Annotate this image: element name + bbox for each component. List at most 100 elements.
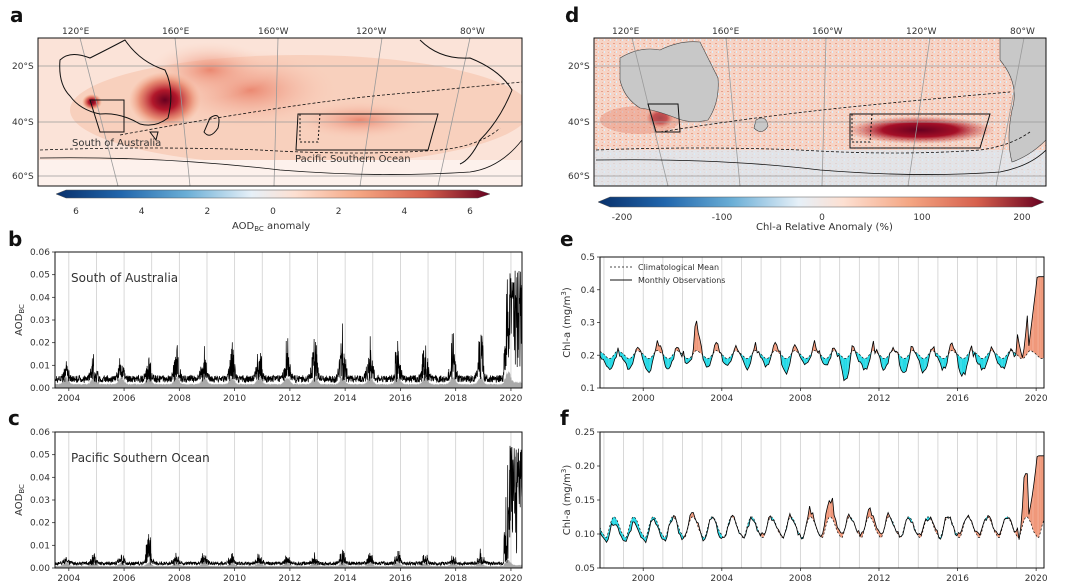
negative-anomaly-fill (842, 356, 844, 381)
positive-anomaly-fill (1024, 473, 1026, 521)
negative-anomaly-fill (662, 534, 664, 540)
x-tick-label: 2000 (632, 394, 655, 404)
negative-anomaly-fill (927, 517, 930, 522)
negative-anomaly-fill (601, 352, 604, 360)
negative-anomaly-fill (632, 517, 635, 523)
colorbar-d: -200 -100 0 100 200 Chl-a Relative Anomaly (… (597, 196, 1045, 233)
y-tick-label: 0.1 (581, 384, 595, 394)
colorbar-tick-label: 6 (467, 207, 473, 217)
colorbar-tick-label: 0 (819, 213, 825, 223)
y-tick-label: 0.01 (30, 361, 50, 371)
negative-anomaly-fill (645, 356, 648, 371)
x-tick-label: 2004 (57, 394, 80, 404)
negative-anomaly-fill (629, 520, 632, 533)
y-tick-label: 0.02 (30, 339, 50, 349)
colorbar-tick-label: 200 (1013, 213, 1030, 223)
negative-anomaly-fill (911, 519, 913, 523)
positive-anomaly-fill (690, 512, 692, 521)
positive-anomaly-fill (1035, 277, 1038, 356)
panel-letter-a: a (10, 3, 24, 27)
positive-anomaly-fill (696, 320, 699, 352)
colorbar-tick-label: -100 (712, 213, 733, 223)
positive-anomaly-fill (1033, 470, 1036, 534)
x-tick-label: 2000 (632, 574, 655, 584)
negative-anomaly-fill (901, 532, 903, 538)
negative-anomaly-fill (899, 355, 902, 371)
negative-anomaly-fill (788, 355, 790, 370)
positive-anomaly-fill (1030, 318, 1033, 352)
positive-anomaly-fill (996, 531, 998, 538)
positive-anomaly-fill (839, 529, 841, 538)
positive-anomaly-fill (1032, 484, 1034, 532)
negative-anomaly-fill (1001, 358, 1003, 368)
y-tick-label: 0.06 (30, 248, 50, 258)
negative-anomaly-fill (843, 358, 846, 381)
positive-anomaly-fill (1042, 455, 1044, 526)
negative-anomaly-fill (670, 355, 673, 367)
x-tick-label: 2012 (278, 394, 301, 404)
positive-anomaly-fill (852, 345, 854, 352)
negative-anomaly-fill (603, 353, 605, 363)
plot-f: 0.05 0.10 0.15 0.20 0.25 2000 2004 2008 2012 2016… (560, 428, 1048, 584)
negative-anomaly-fill (748, 355, 751, 367)
negative-anomaly-fill (688, 357, 691, 363)
y-tick-label: 0.15 (575, 496, 595, 506)
y-tick-label: 0.00 (30, 564, 50, 574)
panel-letter-d: d (565, 3, 579, 27)
lat-label: 20°S (12, 62, 34, 72)
x-tick-label: 2012 (868, 574, 891, 584)
positive-anomaly-fill (1040, 455, 1043, 533)
region-label-pacific-southern-ocean: Pacific Southern Ocean (295, 154, 411, 165)
negative-anomaly-fill (940, 356, 943, 371)
negative-anomaly-fill (639, 527, 641, 538)
negative-anomaly-fill (1004, 355, 1007, 369)
y-tick-label: 0.25 (575, 428, 595, 438)
y-tick-label: 0.04 (30, 293, 50, 303)
negative-anomaly-fill (670, 517, 673, 524)
x-tick-label: 2008 (789, 574, 812, 584)
colorbar-tick-label: 4 (139, 207, 145, 217)
negative-anomaly-fill (611, 517, 614, 526)
negative-anomaly-fill (861, 356, 864, 370)
y-tick-label: 0.4 (581, 286, 596, 296)
colorbar-label-a: AODBC anomaly (232, 221, 310, 233)
panel-d: d (565, 3, 1047, 233)
negative-anomaly-fill (667, 358, 669, 369)
negative-anomaly-fill (601, 531, 604, 538)
negative-anomaly-fill (963, 357, 966, 375)
colorbar-a: 6 4 2 0 2 4 6 AODBC anomaly (55, 189, 491, 233)
y-axis-label: AODBC (14, 484, 26, 516)
negative-anomaly-fill (726, 358, 728, 366)
legend: Climatological Mean Monthly Observations (610, 263, 725, 285)
negative-anomaly-fill (840, 355, 843, 372)
lon-labels-d: 120°E 160°E 160°W 120°W 80°W (612, 27, 1035, 37)
x-tick-label: 2016 (946, 394, 969, 404)
negative-anomaly-fill (902, 358, 905, 373)
aod-series-line (54, 270, 523, 384)
negative-anomaly-fill (960, 356, 962, 377)
positive-anomaly-fill (919, 533, 921, 538)
lat-label: 60°S (568, 172, 590, 182)
negative-anomaly-fill (961, 358, 964, 377)
negative-anomaly-fill (979, 356, 982, 370)
lon-label: 80°W (460, 27, 485, 37)
negative-anomaly-fill (665, 356, 668, 369)
negative-anomaly-fill (965, 355, 967, 375)
positive-anomaly-fill (988, 515, 990, 520)
negative-anomaly-fill (924, 357, 926, 371)
plot-c: 0.00 0.01 0.02 0.03 0.04 0.05 0.06 2004 2006 2008… (14, 428, 523, 584)
chla-map (594, 38, 1046, 186)
aod-map (38, 38, 522, 186)
positive-anomaly-fill (694, 320, 697, 352)
negative-anomaly-fill (951, 522, 954, 528)
x-tick-label: 2014 (334, 394, 357, 404)
positive-anomaly-fill (675, 347, 677, 352)
positive-anomaly-fill (1017, 334, 1020, 357)
negative-anomaly-fill (644, 537, 646, 543)
lat-label: 40°S (568, 118, 590, 128)
lon-label: 120°E (612, 27, 640, 37)
negative-anomaly-fill (883, 358, 885, 371)
plot-e: 0.1 0.2 0.3 0.4 0.5 2000 2004 2008 2012 2016 2020 C… (560, 253, 1048, 404)
x-tick-label: 2006 (113, 574, 136, 584)
positive-anomaly-fill (834, 515, 836, 528)
